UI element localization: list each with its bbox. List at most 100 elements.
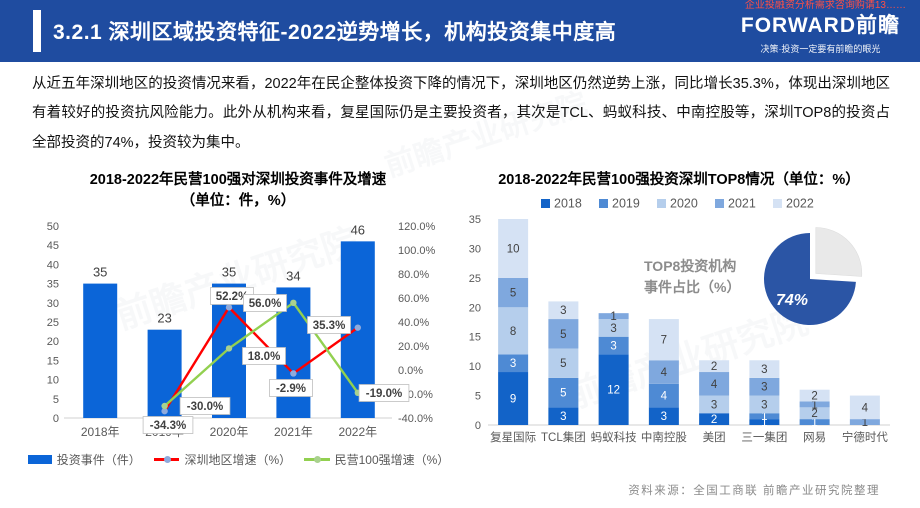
segment-网易-2021 (799, 401, 830, 408)
data-label: -34.3% (150, 420, 186, 432)
pie-caption-line: 事件占比（%） (644, 279, 740, 295)
line-swatch-icon (153, 456, 180, 464)
right-axis-tick: 20.0% (398, 341, 429, 353)
data-label: -19.0% (366, 388, 402, 400)
segment-value-label: 5 (510, 288, 516, 300)
segment-value-label: 9 (510, 394, 516, 406)
segment-复星国际-2018 (498, 372, 529, 426)
segment-三一集团-2019 (749, 413, 780, 420)
segment-蚂蚁科技-2018 (598, 354, 629, 426)
line-marker (161, 407, 168, 415)
legend-label: 民营100强增速（%） (334, 453, 450, 468)
segment-value-label: 8 (510, 326, 516, 338)
segment-value-label: 3 (761, 382, 767, 394)
segment-value-label: 2 (711, 414, 717, 426)
left-axis-tick: 15 (47, 355, 59, 367)
segment-复星国际-2019 (498, 354, 529, 373)
segment-value-label: 4 (661, 391, 668, 403)
segment-美团-2021 (699, 372, 730, 396)
stacked-chart-card: 2018-2022年民营100强投资深圳TOP8情况（单位：%） 0 5 10 15 2… (458, 170, 900, 458)
data-label: -30.0% (187, 401, 223, 413)
segment-TCL集团-2021 (548, 319, 579, 349)
segment-value-label: 3 (510, 358, 516, 370)
left-axis-tick: 40 (47, 259, 59, 271)
segment-value-label: 5 (560, 388, 566, 400)
segment-value-label: 3 (610, 323, 616, 335)
legend-label: 深圳地区增速（%） (184, 453, 292, 468)
segment-三一集团-2020 (749, 395, 780, 414)
segment-TCL集团-2018 (548, 407, 579, 426)
bar-value-label: 23 (157, 311, 171, 326)
segment-复星国际-2020 (498, 307, 529, 355)
data-label: 18.0% (248, 351, 281, 363)
segment-value-label: 5 (560, 358, 566, 370)
data-label: 56.0% (249, 298, 282, 310)
segment-美团-2020 (699, 395, 730, 414)
segment-中南控股-2019 (648, 383, 679, 408)
legend-label: 投资事件（件） (56, 453, 141, 468)
pie-exploded-slice (815, 227, 863, 277)
segment-value-label: 1 (761, 411, 767, 423)
bar-value-label: 35 (222, 265, 236, 280)
header-accent-bar (33, 10, 41, 52)
segment-value-label: 1 (761, 417, 767, 429)
segment-TCL集团-2022 (548, 301, 579, 320)
segment-value-label: 1 (862, 417, 868, 429)
segment-美团-2022 (699, 360, 730, 373)
x-category-label: 复星国际 (490, 431, 536, 444)
left-axis-tick: 0 (53, 413, 59, 425)
legend-label-2021: 2021 (728, 197, 756, 211)
segment-三一集团-2018 (749, 419, 780, 426)
data-label: 52.2% (216, 291, 249, 303)
segment-美团-2018 (699, 413, 730, 426)
legend-item-bar: 投资事件（件） (28, 451, 141, 468)
x-category-label: 2021年 (274, 425, 313, 439)
right-axis-tick: -40.0% (398, 413, 433, 425)
data-label-box (307, 316, 351, 334)
segment-value-label: 1 (811, 417, 817, 429)
left-axis-tick: 45 (47, 240, 59, 252)
x-category-label: 2020年 (210, 425, 249, 439)
legend-swatch-2019 (599, 199, 608, 209)
segment-value-label: 2 (711, 361, 717, 373)
combo-chart-title-line2: （单位：件，%） (180, 193, 296, 210)
segment-value-label: 3 (560, 411, 566, 423)
x-category-label: 2022年 (338, 425, 377, 439)
right-axis-tick: 120.0% (398, 221, 436, 233)
segment-value-label: 3 (610, 341, 616, 353)
x-category-label: 宁德时代 (842, 430, 888, 444)
line-swatch-icon (303, 456, 330, 464)
page-title: 3.2.1 深圳区域投资特征-2022逆势增长，机构投资集中度高 (53, 21, 617, 44)
segment-宁德时代-2021 (849, 419, 880, 426)
left-axis-tick: 50 (47, 221, 59, 233)
pie-main-slice (763, 233, 856, 326)
segment-value-label: 2 (811, 408, 817, 420)
red-watermark-text: 企业投融资分析需求咨询购请13…… (744, 0, 906, 11)
segment-蚂蚁科技-2021 (598, 313, 629, 320)
y-axis-tick: 30 (469, 243, 481, 255)
growth-line (163, 305, 359, 412)
line-marker (290, 370, 297, 377)
data-label-box (269, 379, 313, 397)
y-axis-tick: 20 (469, 302, 481, 314)
data-label: 35.3% (313, 320, 346, 332)
right-axis-tick: 40.0% (398, 317, 429, 329)
y-axis-tick: 15 (469, 332, 481, 344)
combo-chart-title: 2018-2022年民营100强对深圳投资事件及增速 （单位：件，%） (28, 170, 448, 212)
left-axis-tick: 30 (47, 298, 59, 310)
segment-value-label: 4 (661, 367, 668, 379)
data-label: -2.9% (276, 383, 306, 395)
segment-中南控股-2022 (648, 319, 679, 361)
combo-chart: 05101520253035404550-40.0%-20.0%0.0%20.0… (47, 221, 436, 439)
bar-swatch-icon (28, 455, 52, 465)
line-marker (354, 324, 361, 331)
segment-value-label: 4 (711, 379, 718, 391)
x-category-label: 2018年 (81, 425, 120, 439)
data-label-box (243, 294, 287, 312)
segment-中南控股-2018 (648, 407, 679, 426)
pie-caption-line: TOP8投资机构 (644, 258, 736, 274)
left-axis-tick: 35 (47, 279, 59, 291)
line-marker (290, 299, 297, 307)
legend-item-line-green: 民营100强增速（%） (303, 451, 450, 468)
segment-三一集团-2022 (749, 360, 780, 378)
